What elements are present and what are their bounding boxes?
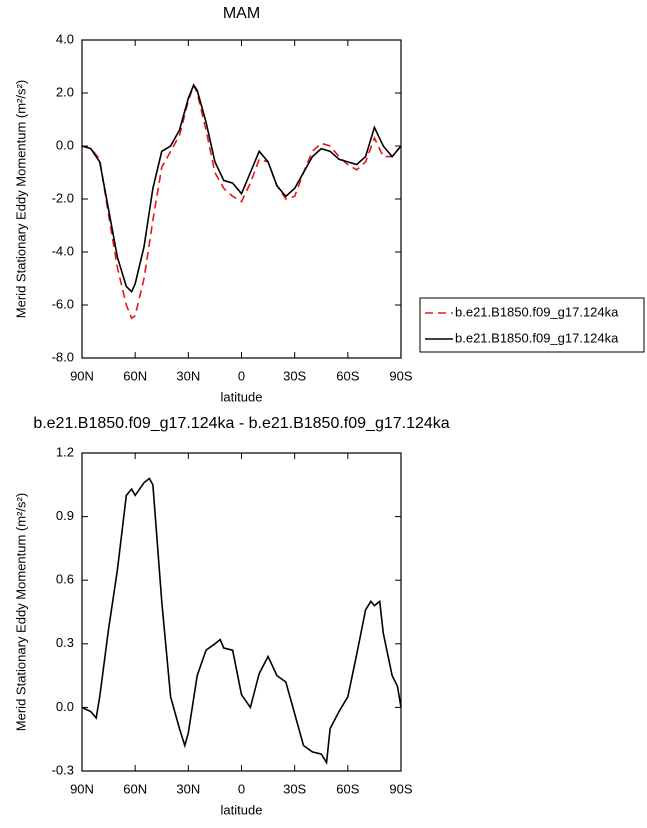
x-tick-label: 60S bbox=[336, 781, 359, 796]
x-tick-label: 30S bbox=[283, 368, 306, 383]
x-tick-label: 90S bbox=[389, 781, 412, 796]
y-tick-label: -6.0 bbox=[52, 296, 74, 311]
chart-title: b.e21.B1850.f09_g17.124ka - b.e21.B1850.… bbox=[33, 415, 449, 432]
plot-frame bbox=[81, 39, 402, 359]
series-line bbox=[81, 82, 402, 320]
x-axis-label: latitude bbox=[221, 802, 263, 817]
x-tick-label: 60N bbox=[123, 368, 147, 383]
x-tick-label: 30S bbox=[283, 781, 306, 796]
chart-title: MAM bbox=[223, 5, 260, 22]
y-tick-label: 0.3 bbox=[56, 635, 74, 650]
legend-box bbox=[419, 297, 645, 353]
x-tick-label: 90S bbox=[389, 368, 412, 383]
series-line bbox=[81, 83, 402, 294]
x-tick-label: 90N bbox=[70, 781, 94, 796]
y-tick-label: 4.0 bbox=[56, 31, 74, 46]
y-axis-label: Merid Stationary Eddy Momentum (m²/s²) bbox=[13, 80, 28, 318]
y-tick-label: -8.0 bbox=[52, 349, 74, 364]
y-tick-label: 0.0 bbox=[56, 137, 74, 152]
legend-label: b.e21.B1850.f09_g17.124ka bbox=[455, 330, 619, 345]
x-axis-label: latitude bbox=[221, 389, 263, 404]
y-tick-label: 2.0 bbox=[56, 84, 74, 99]
x-tick-label: 0 bbox=[238, 368, 245, 383]
series-line bbox=[81, 477, 402, 765]
x-tick-label: 30N bbox=[176, 781, 200, 796]
x-tick-label: 60S bbox=[336, 368, 359, 383]
y-tick-label: -4.0 bbox=[52, 243, 74, 258]
y-axis-label: Merid Stationary Eddy Momentum (m²/s²) bbox=[13, 493, 28, 731]
x-tick-label: 90N bbox=[70, 368, 94, 383]
y-tick-label: 0.9 bbox=[56, 508, 74, 523]
legend-label: b.e21.B1850.f09_g17.124ka bbox=[455, 304, 619, 319]
y-tick-label: -0.3 bbox=[52, 762, 74, 777]
x-tick-label: 30N bbox=[176, 368, 200, 383]
y-tick-label: -2.0 bbox=[52, 190, 74, 205]
plot-frame bbox=[81, 452, 402, 772]
y-tick-label: 1.2 bbox=[56, 444, 74, 459]
x-tick-label: 0 bbox=[238, 781, 245, 796]
x-tick-label: 60N bbox=[123, 781, 147, 796]
y-tick-label: 0.0 bbox=[56, 699, 74, 714]
y-tick-label: 0.6 bbox=[56, 572, 74, 587]
